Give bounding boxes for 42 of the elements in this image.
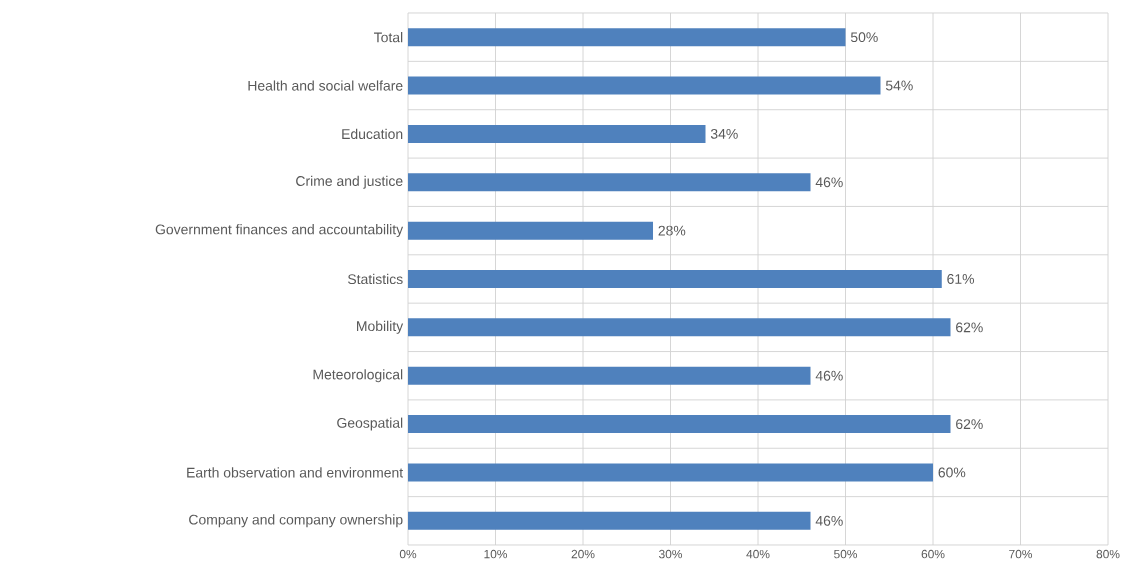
x-tick-label: 10% bbox=[484, 549, 508, 559]
data-label: 50% bbox=[850, 32, 878, 43]
bar bbox=[408, 415, 951, 434]
y-tick-label: Earth observation and environment bbox=[187, 467, 404, 478]
y-tick-label: Statistics bbox=[348, 273, 403, 285]
y-tick-label: Government finances and accountability bbox=[155, 224, 404, 238]
data-label: 54% bbox=[885, 80, 913, 91]
data-label: 62% bbox=[956, 322, 983, 333]
x-tick-label: 80% bbox=[1096, 549, 1120, 559]
data-label: 34% bbox=[710, 128, 738, 139]
data-label: 28% bbox=[658, 225, 686, 236]
y-tick-label: Company and company ownership bbox=[189, 514, 403, 528]
data-label: 60% bbox=[938, 467, 966, 478]
bar bbox=[408, 269, 942, 288]
bar bbox=[408, 76, 881, 95]
bar bbox=[408, 318, 951, 337]
x-tick-label: 20% bbox=[571, 549, 595, 559]
bar bbox=[408, 366, 811, 385]
data-label: 61% bbox=[947, 274, 975, 284]
y-tick-label: Meteorological bbox=[313, 369, 403, 383]
bar bbox=[408, 173, 811, 192]
x-tick-label: 70% bbox=[1009, 549, 1033, 559]
bar bbox=[408, 463, 934, 482]
data-label: 46% bbox=[815, 515, 843, 526]
y-tick-label: Crime and justice bbox=[296, 175, 403, 189]
y-tick-label: Education bbox=[342, 128, 403, 140]
data-label: 62% bbox=[956, 419, 983, 430]
bar bbox=[408, 221, 654, 240]
y-tick-label: Health and social welfare bbox=[248, 80, 403, 91]
bar bbox=[408, 28, 846, 47]
y-tick-label: Mobility bbox=[357, 320, 404, 334]
data-label: 46% bbox=[815, 177, 843, 188]
data-label: 46% bbox=[815, 370, 843, 381]
bar bbox=[408, 511, 811, 530]
x-tick-label: 60% bbox=[921, 549, 945, 559]
x-tick-label: 40% bbox=[746, 549, 770, 559]
x-tick-label: 0% bbox=[399, 549, 417, 559]
x-tick-label: 50% bbox=[834, 549, 858, 559]
y-tick-label: Geospatial bbox=[337, 417, 403, 431]
y-tick-label: Total bbox=[374, 32, 403, 43]
x-tick-label: 30% bbox=[659, 549, 683, 559]
bar bbox=[408, 124, 706, 143]
